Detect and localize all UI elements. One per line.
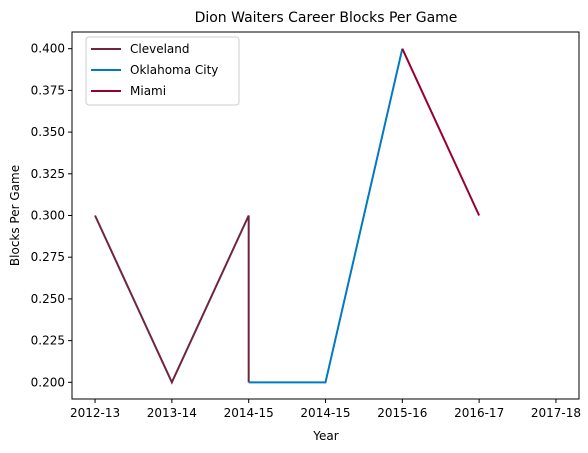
y-tick-label: 0.375 xyxy=(31,83,65,97)
x-tick-label: 2013-14 xyxy=(147,406,197,420)
series-line-miami xyxy=(401,48,481,216)
legend-label: Miami xyxy=(130,84,166,98)
y-tick-label: 0.325 xyxy=(31,167,65,181)
series-lines xyxy=(94,48,481,385)
series-line-cleveland xyxy=(94,215,250,385)
y-tick-label: 0.350 xyxy=(31,125,65,139)
y-tick-label: 0.400 xyxy=(31,42,65,56)
x-tick-label: 2017-18 xyxy=(531,406,581,420)
legend-label: Cleveland xyxy=(130,42,190,56)
x-tick-label: 2014-15 xyxy=(300,406,350,420)
legend-label: Oklahoma City xyxy=(130,63,218,77)
y-tick-label: 0.225 xyxy=(31,334,65,348)
y-axis-label: Blocks Per Game xyxy=(8,165,22,266)
x-tick-label: 2015-16 xyxy=(377,406,427,420)
legend-items: Cleveland Oklahoma City Miami xyxy=(91,42,218,98)
plot-area-frame xyxy=(71,31,580,400)
legend-box xyxy=(85,36,240,106)
x-tick-label: 2014-15 xyxy=(224,406,274,420)
chart-title: Dion Waiters Career Blocks Per Game xyxy=(195,10,458,26)
series-line-oklahoma-city xyxy=(248,48,404,384)
x-tick-label: 2012-13 xyxy=(70,406,120,420)
axis-ticks: 2012-13 2013-14 2014-15 2014-15 2015-16 2016-… xyxy=(31,42,581,420)
y-tick-label: 0.250 xyxy=(31,292,65,306)
legend: Cleveland Oklahoma City Miami xyxy=(85,36,240,106)
y-tick-label: 0.300 xyxy=(31,209,65,223)
x-axis-label: Year xyxy=(312,429,338,443)
y-tick-label: 0.200 xyxy=(31,375,65,389)
x-tick-label: 2016-17 xyxy=(454,406,504,420)
y-tick-label: 0.275 xyxy=(31,250,65,264)
